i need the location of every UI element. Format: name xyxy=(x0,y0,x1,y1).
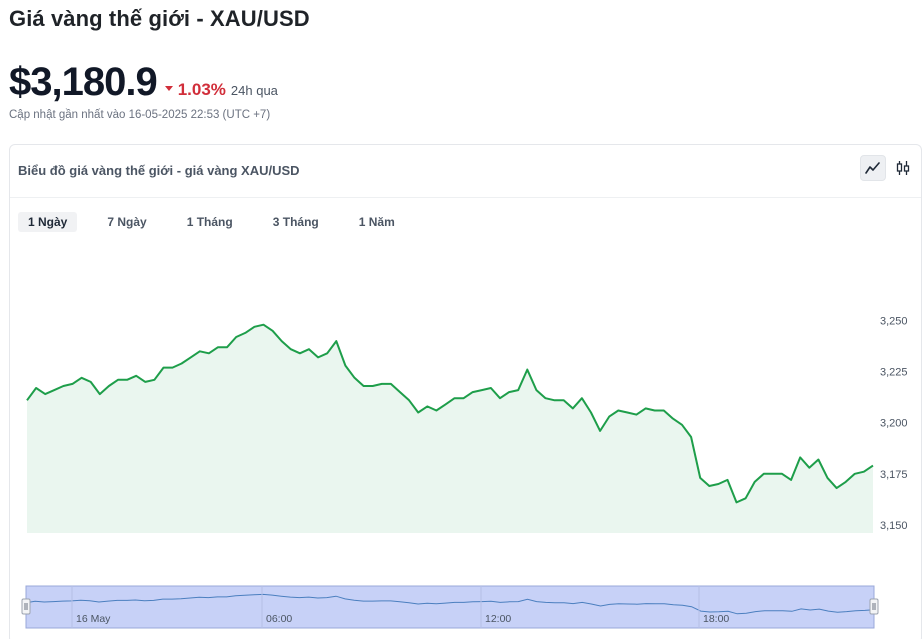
tab-7-days[interactable]: 7 Ngày xyxy=(107,215,147,229)
y-tick-label: 3,225 xyxy=(880,367,908,379)
price-area-fill xyxy=(27,324,873,533)
chart-title: Biểu đồ giá vàng thế giới - giá vàng XAU… xyxy=(18,163,300,178)
tab-1-day[interactable]: 1 Ngày xyxy=(18,212,78,232)
y-tick-label: 3,250 xyxy=(880,316,908,328)
line-chart-toggle[interactable] xyxy=(860,155,886,181)
page-title: Giá vàng thế giới - XAU/USD xyxy=(9,6,310,31)
last-updated-text: Cập nhật gần nhất vào 16-05-2025 22:53 (… xyxy=(9,109,271,121)
navigator-handle-left[interactable] xyxy=(21,598,31,615)
tab-1-year[interactable]: 1 Năm xyxy=(358,215,395,229)
y-tick-label: 3,175 xyxy=(880,469,908,481)
navigator-x-label: 06:00 xyxy=(266,613,292,625)
navigator-handle-right[interactable] xyxy=(869,598,879,615)
navigator-x-label: 18:00 xyxy=(703,613,729,625)
price-area-series xyxy=(26,323,874,533)
timeframe-tabs: 1 Ngày 7 Ngày 1 Tháng 3 Tháng 1 Năm xyxy=(18,212,405,232)
price-change-period: 24h qua xyxy=(230,83,278,98)
navigator-x-label: 12:00 xyxy=(485,613,511,625)
tab-1-month[interactable]: 1 Tháng xyxy=(186,215,233,229)
navigator-line xyxy=(25,593,875,615)
current-price: $3,180.9 xyxy=(9,60,158,104)
chart-type-toggle xyxy=(860,155,916,181)
y-tick-label: 3,200 xyxy=(880,418,908,430)
y-axis-ticks: 3,150 3,175 3,200 3,225 3,250 xyxy=(880,316,908,532)
tab-3-months[interactable]: 3 Tháng xyxy=(272,215,319,229)
price-line xyxy=(26,323,874,504)
navigator-x-label: 16 May xyxy=(76,613,111,625)
candlestick-icon xyxy=(896,161,910,175)
caret-down-icon xyxy=(164,86,173,91)
chart-card-header: Biểu đồ giá vàng thế giới - giá vàng XAU… xyxy=(10,145,921,198)
navigator-range[interactable] xyxy=(25,585,875,629)
candlestick-toggle[interactable] xyxy=(890,155,916,181)
price-row: $3,180.9 1.03% 24h qua xyxy=(9,60,278,105)
navigator[interactable]: 16 May 06:00 12:00 18:00 xyxy=(21,585,879,629)
y-tick-label: 3,150 xyxy=(880,520,908,532)
price-change-percent: 1.03% xyxy=(177,80,226,99)
line-chart-icon xyxy=(865,162,880,174)
